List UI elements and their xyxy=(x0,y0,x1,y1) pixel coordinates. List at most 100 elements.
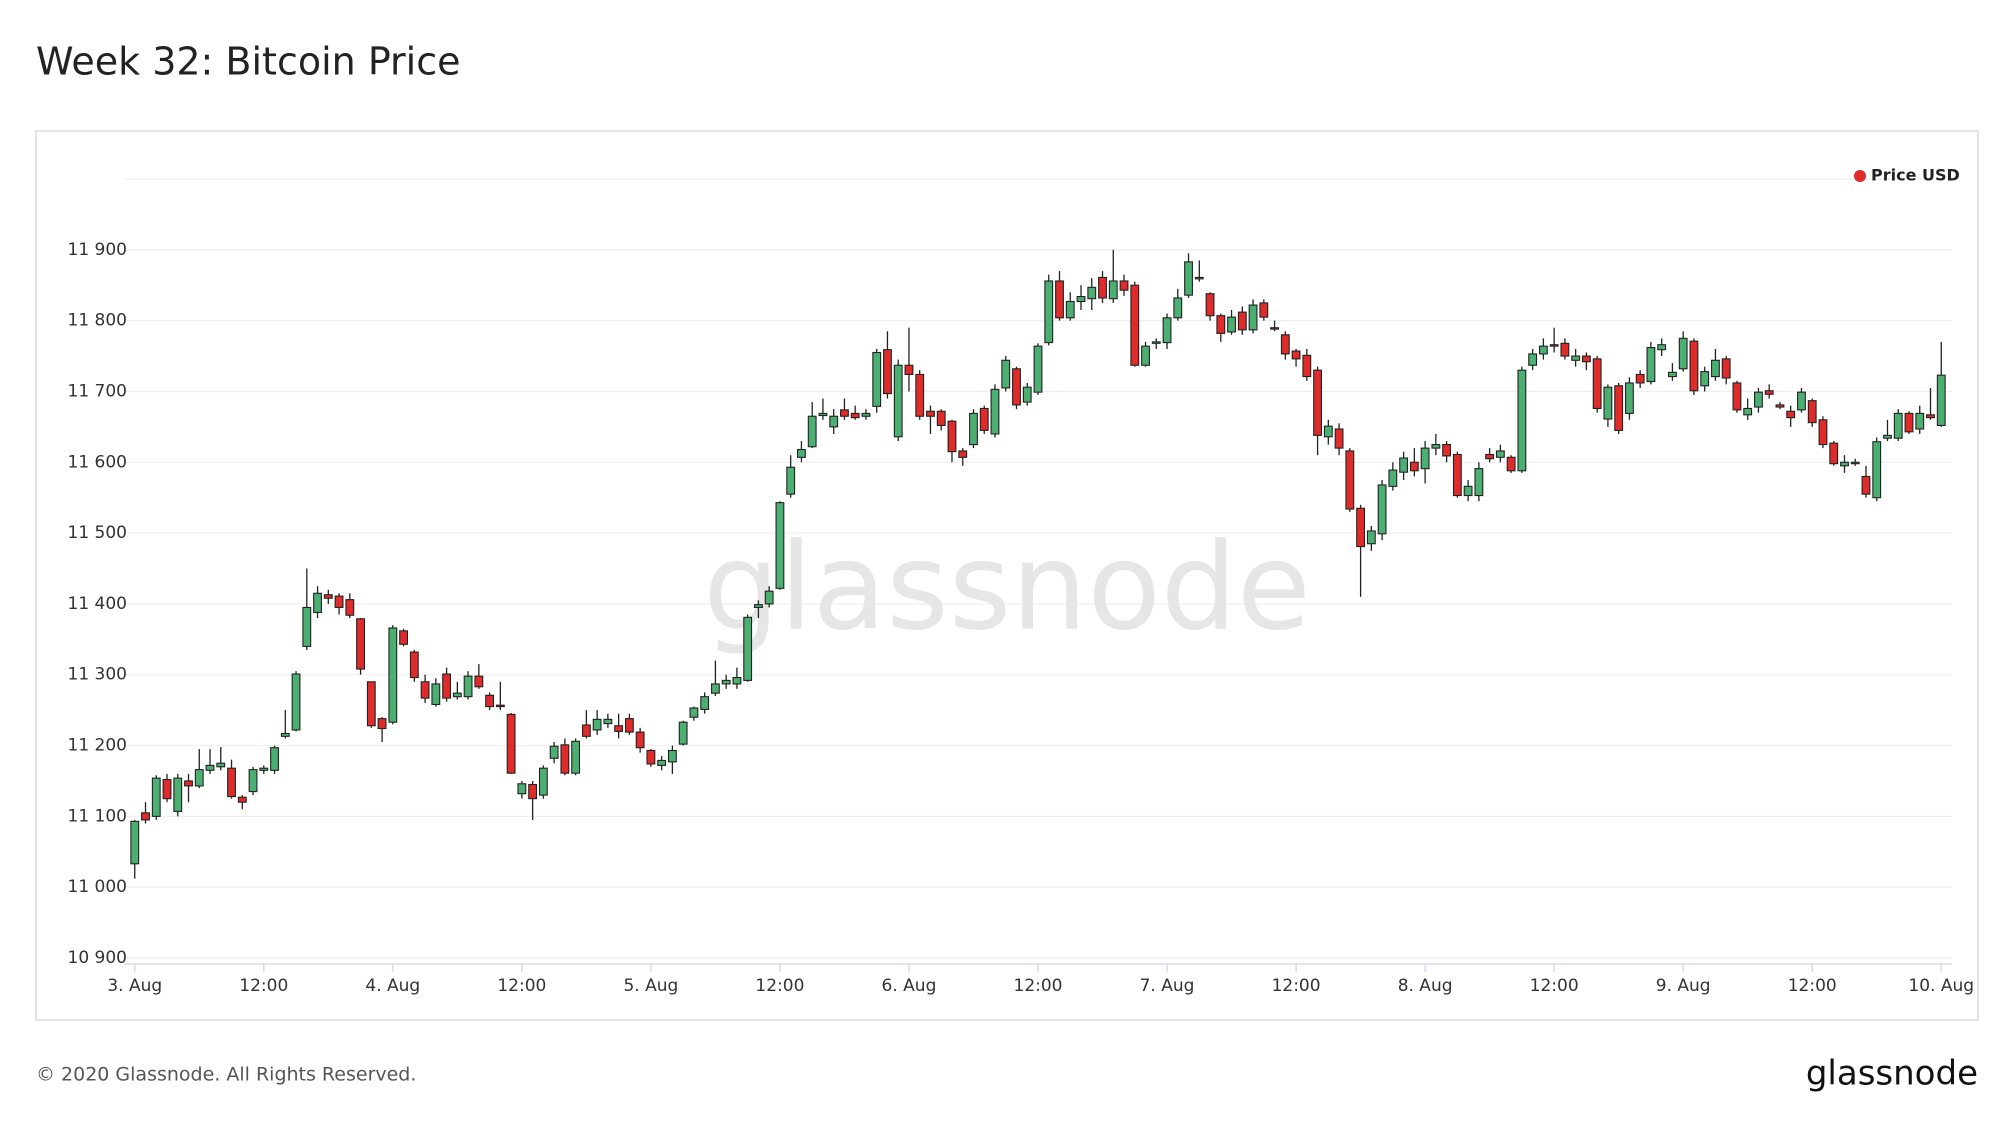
candle-body xyxy=(1216,315,1226,334)
candle-body xyxy=(1764,390,1774,395)
candle-body xyxy=(1055,280,1064,319)
x-tick-label: 12:00 xyxy=(755,976,804,996)
candle-body xyxy=(1689,340,1699,392)
candle-body xyxy=(840,409,849,417)
candle-body xyxy=(1141,345,1150,366)
candle-body xyxy=(883,349,892,395)
candle-body xyxy=(1840,461,1849,467)
y-tick-label: 11 100 xyxy=(68,806,127,826)
candle-body xyxy=(1022,386,1032,403)
candle-body xyxy=(979,407,989,431)
candle-body xyxy=(1829,442,1839,465)
candle-body xyxy=(1657,344,1667,351)
candle-body xyxy=(603,718,613,725)
candle-body xyxy=(184,780,193,787)
candle-body xyxy=(1754,391,1763,408)
candle-body xyxy=(764,590,774,605)
candle-body xyxy=(1818,419,1828,446)
candle-body xyxy=(1517,369,1527,472)
candle-body xyxy=(1872,441,1882,499)
candle-body xyxy=(1743,407,1753,416)
candle-body xyxy=(1452,453,1462,497)
candle-body xyxy=(710,683,720,694)
candle-body xyxy=(1732,382,1742,411)
candle-body xyxy=(732,677,742,685)
candle-body xyxy=(872,351,882,407)
candle-body xyxy=(1334,428,1344,449)
candle-body xyxy=(581,724,591,737)
candle-body xyxy=(893,364,903,438)
candle-body xyxy=(614,725,624,732)
candle-body xyxy=(345,599,355,616)
candle-body xyxy=(431,683,441,706)
x-tick-label: 8. Aug xyxy=(1398,976,1453,996)
candle-body xyxy=(915,373,925,417)
x-tick-label: 12:00 xyxy=(1014,976,1063,996)
x-tick-label: 9. Aug xyxy=(1656,976,1711,996)
chart-title: Week 32: Bitcoin Price xyxy=(36,40,461,84)
candle-body xyxy=(1130,284,1140,366)
copyright: © 2020 Glassnode. All Rights Reserved. xyxy=(36,1064,416,1086)
candle-body xyxy=(130,820,140,865)
y-tick-label: 11 800 xyxy=(68,311,127,331)
candle-body xyxy=(861,412,871,417)
candle-body xyxy=(1893,412,1903,439)
candle-body xyxy=(797,448,806,458)
y-tick-label: 10 900 xyxy=(68,948,127,968)
candle-body xyxy=(549,745,559,759)
candle-body xyxy=(689,707,699,718)
candle-body xyxy=(936,410,946,426)
candle-body xyxy=(947,420,957,453)
y-tick-label: 11 500 xyxy=(68,523,127,543)
candle-body xyxy=(1592,358,1602,410)
candle-body xyxy=(754,604,763,608)
candle-body xyxy=(775,502,785,589)
candle-body xyxy=(151,777,161,817)
candle-body xyxy=(1087,286,1097,300)
candle-body xyxy=(1162,317,1172,344)
candle-body xyxy=(721,679,731,685)
candle-body xyxy=(1668,371,1677,378)
watermark: glassnode xyxy=(703,519,1311,658)
candle-body xyxy=(667,749,677,763)
x-tick-label: 7. Aug xyxy=(1140,976,1195,996)
x-tick-label: 12:00 xyxy=(1530,976,1579,996)
candle-body xyxy=(1076,296,1086,303)
candle-body xyxy=(194,769,204,787)
candle-body xyxy=(1926,414,1935,419)
candle-body xyxy=(560,744,570,774)
candle-body xyxy=(1280,334,1290,355)
candle-body xyxy=(1775,404,1785,408)
candle-body xyxy=(1904,412,1914,433)
y-tick-label: 11 700 xyxy=(68,381,127,401)
candle-body xyxy=(1560,342,1570,357)
candle-body xyxy=(700,696,710,710)
candle-body xyxy=(302,606,312,647)
candle-body xyxy=(807,415,817,448)
candle-body xyxy=(1033,345,1043,393)
x-tick-label: 4. Aug xyxy=(365,976,420,996)
candle-body xyxy=(248,769,258,793)
candle-body xyxy=(1302,354,1312,378)
candle-body xyxy=(216,762,226,768)
candle-body xyxy=(1098,276,1107,299)
candle-body xyxy=(786,466,796,495)
candle-body xyxy=(141,812,150,821)
candle-body xyxy=(442,673,452,699)
candle-body xyxy=(1012,368,1021,406)
candle-body xyxy=(517,783,527,795)
candle-body xyxy=(1237,311,1247,331)
candle-body xyxy=(1721,358,1731,379)
candle-body xyxy=(1356,507,1366,548)
candle-body xyxy=(926,410,935,417)
candle-body xyxy=(1248,304,1258,331)
x-tick-label: 10. Aug xyxy=(1908,976,1974,996)
candle-body xyxy=(1506,456,1516,472)
candle-body xyxy=(1313,369,1322,436)
candle-body xyxy=(270,747,279,771)
candle-body xyxy=(1259,302,1269,318)
x-tick-label: 12:00 xyxy=(497,976,546,996)
candle-body xyxy=(1538,345,1548,355)
